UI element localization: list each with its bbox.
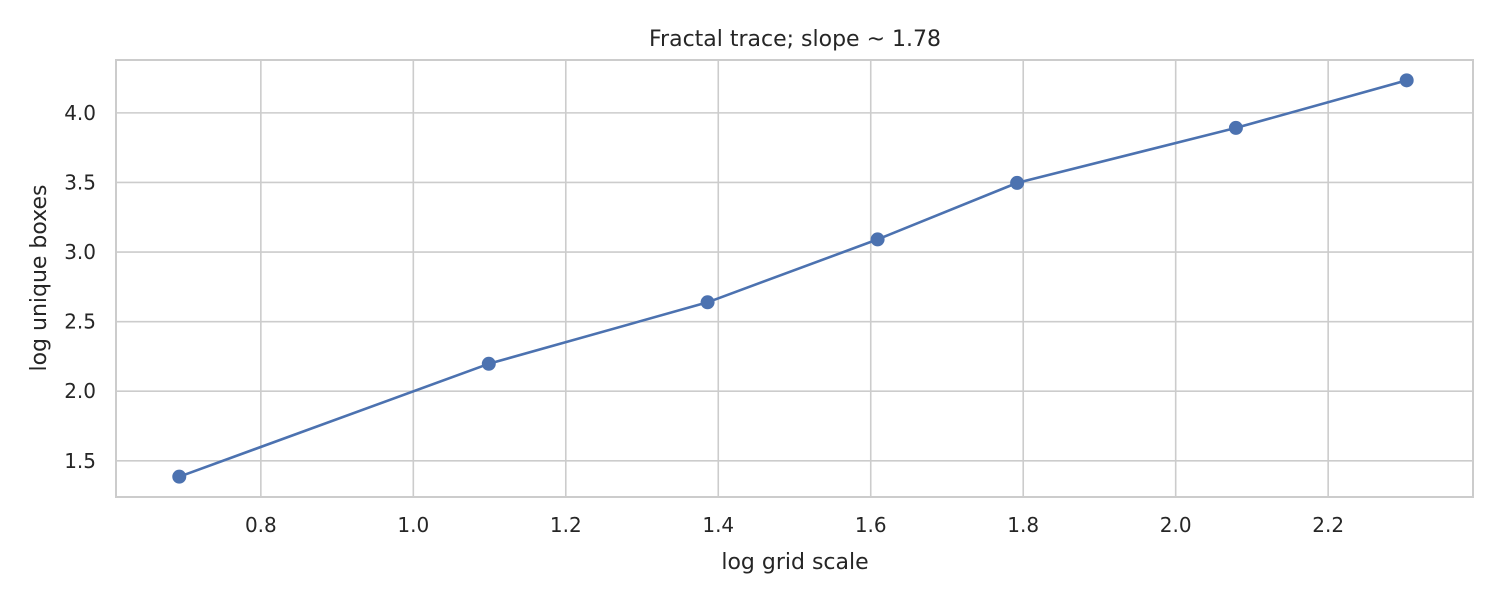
y-axis-ticks: 1.5 2.0 2.5 3.0 3.5 4.0 xyxy=(64,101,96,473)
data-points xyxy=(172,73,1414,484)
y-tick-label: 3.0 xyxy=(64,240,96,264)
x-tick-label: 1.4 xyxy=(702,513,734,537)
x-tick-label: 2.0 xyxy=(1160,513,1192,537)
y-axis-label: log unique boxes xyxy=(27,184,52,371)
chart-title: Fractal trace; slope ~ 1.78 xyxy=(649,27,941,52)
x-tick-label: 1.0 xyxy=(397,513,429,537)
x-tick-label: 2.2 xyxy=(1312,513,1344,537)
grid xyxy=(116,60,1473,497)
x-axis-label: log grid scale xyxy=(721,550,868,575)
data-point xyxy=(1228,120,1243,135)
x-tick-label: 1.8 xyxy=(1007,513,1039,537)
plot-frame xyxy=(115,59,1474,498)
x-tick-label: 1.2 xyxy=(550,513,582,537)
x-axis-ticks: 0.8 1.0 1.2 1.4 1.6 1.8 2.0 2.2 xyxy=(245,513,1344,537)
y-tick-label: 2.0 xyxy=(64,379,96,403)
data-point xyxy=(481,356,496,371)
data-point xyxy=(1399,73,1414,88)
data-point xyxy=(172,469,187,484)
data-point xyxy=(700,295,715,310)
x-tick-label: 0.8 xyxy=(245,513,277,537)
y-tick-label: 2.5 xyxy=(64,310,96,334)
y-tick-label: 1.5 xyxy=(64,449,96,473)
data-point xyxy=(1010,175,1025,190)
data-point xyxy=(870,232,885,247)
y-tick-label: 4.0 xyxy=(64,101,96,125)
y-tick-label: 3.5 xyxy=(64,170,96,194)
x-tick-label: 1.6 xyxy=(855,513,887,537)
